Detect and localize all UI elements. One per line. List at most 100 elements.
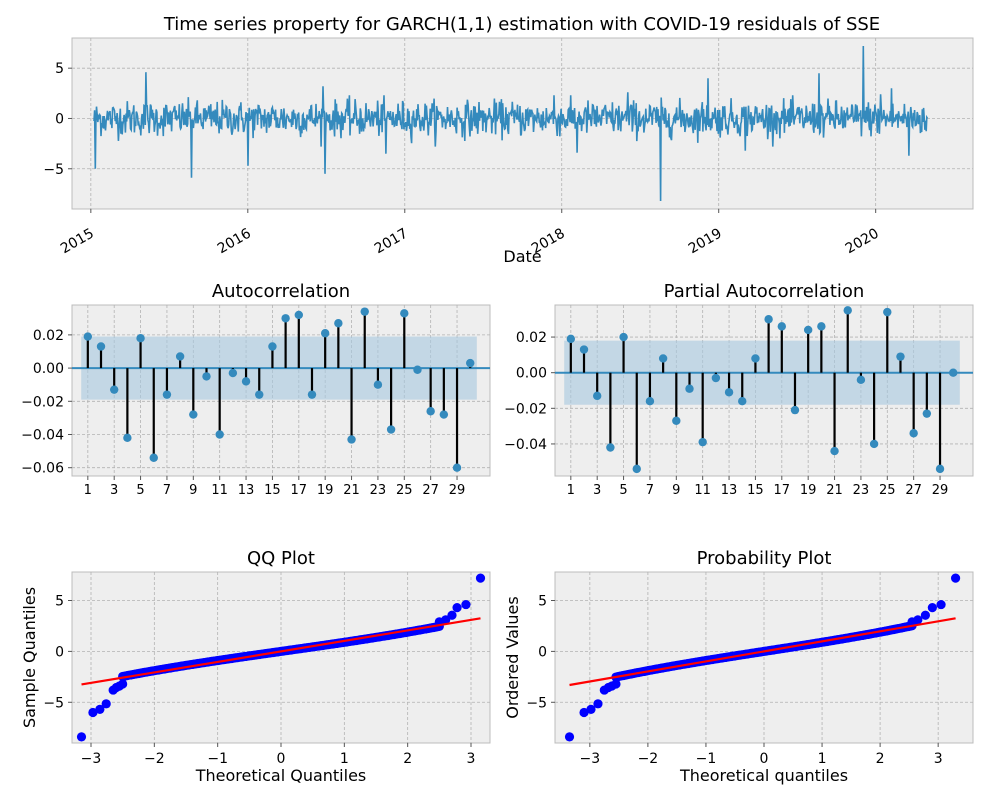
- x-tick-label: 2: [403, 751, 412, 767]
- x-tick-label: 1: [84, 483, 92, 498]
- y-tick-label: 5: [55, 61, 64, 77]
- x-tick-label: −3: [580, 751, 601, 767]
- x-tick-label: 2016: [215, 225, 254, 257]
- x-tick-label: −2: [144, 751, 165, 767]
- marker-lag-17: [777, 322, 787, 331]
- x-tick-label: 2020: [843, 226, 882, 258]
- marker-lag-25: [883, 307, 892, 317]
- qq-point: [88, 707, 98, 718]
- marker-lag-5: [136, 334, 145, 343]
- marker-lag-4: [606, 443, 615, 452]
- marker-lag-26: [896, 352, 905, 361]
- x-tick-label: 17: [291, 483, 308, 498]
- x-tick-label: 21: [343, 483, 360, 498]
- y-tick-label: 0.00: [516, 366, 547, 382]
- qq-point: [452, 603, 462, 613]
- x-tick-label: 2015: [58, 226, 97, 258]
- y-tick-label: −0.02: [504, 401, 547, 417]
- marker-lag-30: [466, 358, 475, 368]
- marker-lag-8: [658, 354, 668, 363]
- x-tick-label: 13: [238, 483, 255, 498]
- x-tick-label: 1: [567, 483, 575, 498]
- qq-point: [579, 707, 589, 718]
- x-tick-label: 5: [136, 483, 144, 498]
- pacf-title: Partial Autocorrelation: [664, 281, 865, 302]
- probplot-panel: −3 −2 −1 0 1 2 3 −5 0 5 Probability Plot Theoretica…: [503, 548, 974, 785]
- marker-lag-7: [645, 396, 655, 406]
- marker-lag-4: [123, 433, 132, 443]
- qq-point: [913, 615, 923, 625]
- y-tick-label: 0: [55, 644, 64, 660]
- x-tick-label: 23: [370, 483, 387, 498]
- marker-lag-12: [228, 368, 238, 378]
- y-tick-label: 0.00: [33, 361, 64, 377]
- marker-lag-19: [320, 329, 330, 338]
- marker-lag-2: [96, 342, 106, 351]
- marker-lag-18: [307, 390, 317, 399]
- y-tick-label: −0.04: [504, 437, 547, 453]
- y-tick-label: 0: [55, 111, 64, 127]
- x-tick-label: 5: [619, 483, 627, 498]
- marker-lag-1: [566, 334, 576, 344]
- qq-x-axis-label: Theoretical Quantiles: [195, 766, 367, 785]
- qq-point: [76, 732, 87, 742]
- x-tick-label: 15: [747, 483, 764, 498]
- marker-lag-1: [83, 332, 93, 341]
- marker-lag-5: [619, 332, 628, 342]
- x-tick-label: 27: [905, 483, 922, 498]
- x-tick-label: 11: [211, 483, 228, 498]
- x-axis-label: Date: [503, 247, 541, 266]
- marker-lag-9: [672, 416, 681, 425]
- marker-lag-11: [698, 437, 707, 447]
- y-tick-label: 0.02: [516, 330, 547, 346]
- marker-lag-2: [579, 345, 589, 354]
- marker-lag-14: [255, 390, 264, 399]
- x-tick-label: 0: [277, 751, 286, 767]
- reference-line: [81, 617, 481, 686]
- x-tick-label: 9: [189, 483, 197, 498]
- marker-lag-24: [386, 425, 396, 434]
- qq-point: [593, 699, 603, 709]
- x-tick-label: 25: [879, 483, 896, 498]
- qq-point: [461, 599, 471, 610]
- pacf-panel: 1 3 5 7 9 11 13 15 17 19 21 23 25 27 290.020.00−0.02−0…: [504, 281, 974, 498]
- qq-point: [927, 603, 937, 613]
- qq-point: [447, 610, 457, 620]
- y-tick-label: −0.04: [21, 427, 64, 443]
- x-tick-label: 3: [934, 751, 943, 767]
- marker-lag-10: [202, 372, 211, 381]
- x-tick-label: 9: [672, 483, 680, 498]
- marker-lag-13: [724, 388, 734, 397]
- marker-lag-24: [869, 439, 879, 449]
- x-tick-label: 7: [163, 483, 171, 498]
- x-tick-label: 19: [800, 483, 817, 498]
- marker-lag-20: [334, 319, 343, 328]
- marker-lag-29: [935, 464, 945, 474]
- marker-lag-10: [685, 384, 694, 393]
- marker-lag-21: [830, 446, 839, 456]
- qq-panel: −3 −2 −1 0 1 2 3 −5 0 5 QQ Plot Theoretical Quantil…: [20, 548, 491, 785]
- marker-lag-16: [764, 315, 773, 324]
- x-tick-label: 29: [449, 483, 466, 498]
- marker-lag-13: [241, 377, 251, 386]
- marker-lag-9: [189, 410, 198, 419]
- x-tick-label: 2019: [686, 226, 725, 258]
- marker-lag-12: [711, 373, 721, 383]
- x-tick-label: 15: [264, 483, 281, 498]
- x-tick-label: −1: [696, 751, 717, 767]
- marker-lag-25: [400, 309, 409, 318]
- marker-lag-8: [175, 352, 185, 361]
- marker-lag-16: [281, 314, 290, 323]
- qq-point: [475, 573, 486, 583]
- x-tick-label: 7: [646, 483, 654, 498]
- x-tick-label: 2017: [372, 226, 411, 258]
- qq-point: [95, 704, 105, 715]
- marker-lag-14: [738, 396, 747, 406]
- probplot-title: Probability Plot: [697, 548, 832, 569]
- marker-lag-11: [215, 430, 224, 439]
- marker-lag-3: [592, 391, 602, 401]
- y-tick-label: 0.02: [33, 328, 64, 344]
- qq-point: [564, 732, 575, 742]
